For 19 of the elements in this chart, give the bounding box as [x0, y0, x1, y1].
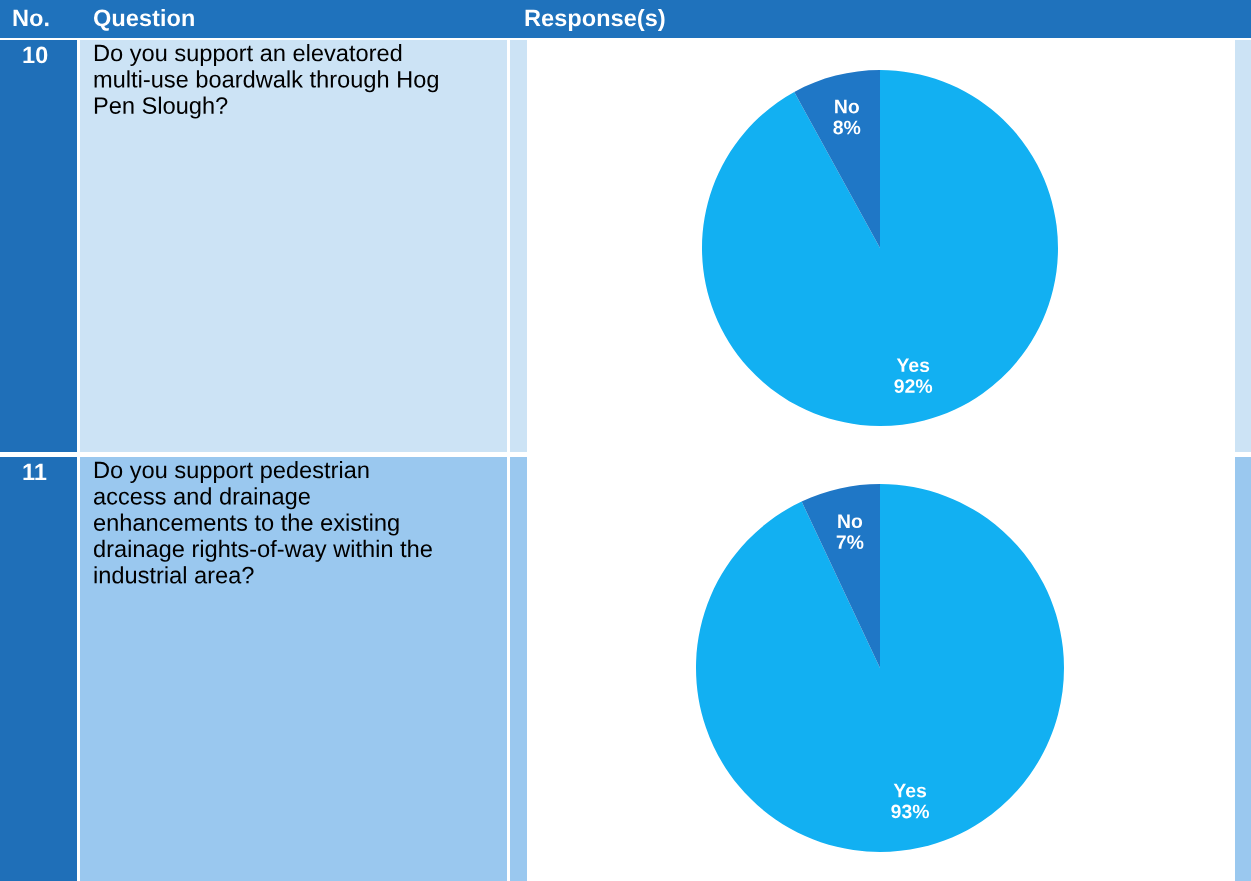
text: No. — [13, 9, 49, 27]
data-label: 92% — [894, 379, 933, 393]
text: Response(s) — [525, 9, 665, 31]
slice-label: No — [835, 99, 859, 114]
pie-slice — [794, 70, 880, 248]
data-label: 93% — [891, 804, 930, 819]
pie-slice — [702, 70, 1058, 426]
text: Do you support pedestrian access and drainage enhancements to the existing drainage rights-of-way within the industrial area? — [93, 461, 432, 584]
text: Question — [93, 9, 194, 31]
pie-slice — [801, 484, 880, 668]
slice-label: No — [838, 514, 863, 529]
text: 10 — [23, 46, 48, 64]
text: 11 — [23, 463, 47, 481]
data-label: 8% — [833, 120, 861, 135]
pie-slice — [696, 484, 1064, 852]
slice-label: Yes — [896, 358, 930, 373]
text: Do you support an elevatored multi-use boardwalk through Hog Pen Slough? — [94, 44, 438, 119]
slice-label: Yes — [893, 783, 927, 798]
data-label: 7% — [836, 535, 864, 549]
